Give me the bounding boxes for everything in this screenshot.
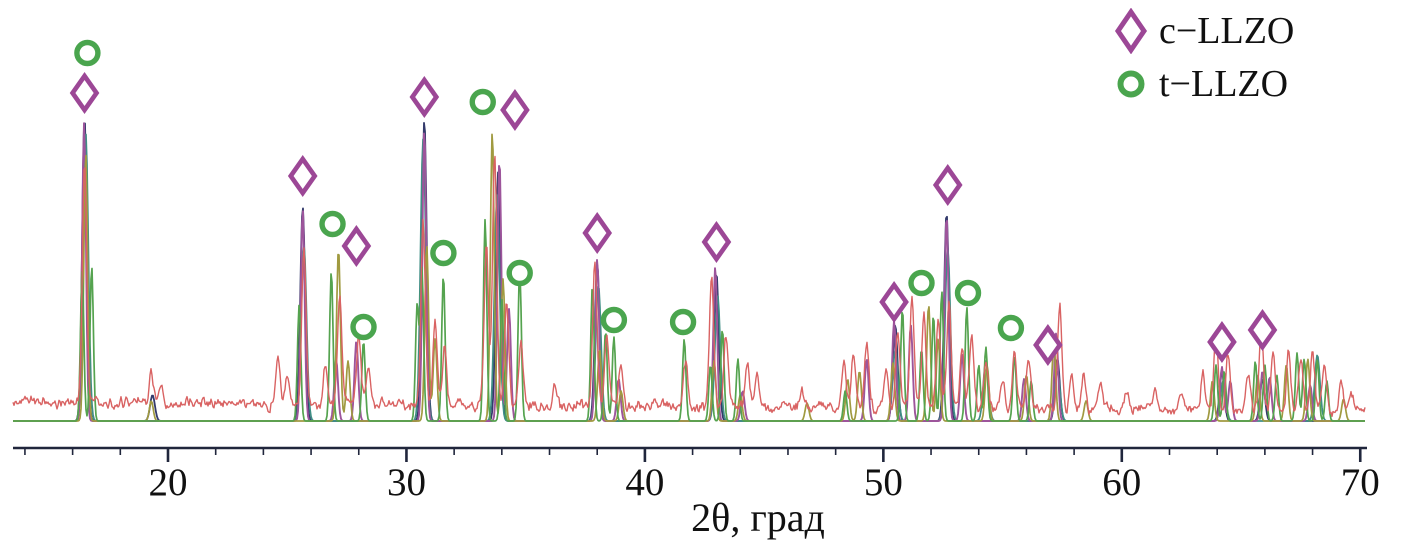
x-axis-tick-label: 20: [149, 461, 188, 504]
c-llzo-diamond-marker: [500, 89, 530, 131]
series-line-pattern-navy: [13, 122, 1365, 422]
c-llzo-diamond-marker: [1207, 321, 1237, 363]
c-llzo-diamond-marker: [1247, 309, 1278, 351]
legend: c−LLZO t−LLZO: [1103, 6, 1294, 108]
c-llzo-diamond-marker: [932, 164, 963, 206]
legend-label-t-llzo: t−LLZO: [1159, 62, 1289, 105]
t-llzo-circle-icon: [1103, 70, 1159, 98]
c-llzo-diamond-icon: [1103, 7, 1159, 54]
c-llzo-diamond-marker: [1033, 324, 1063, 366]
c-llzo-diamond-marker: [879, 281, 909, 323]
t-llzo-circle-marker: [908, 269, 935, 297]
legend-item-c-llzo: c−LLZO: [1103, 6, 1294, 55]
t-llzo-circle-marker: [350, 313, 377, 341]
t-llzo-circle-marker: [600, 306, 628, 334]
legend-item-t-llzo: t−LLZO: [1103, 59, 1294, 108]
t-llzo-circle-marker: [74, 39, 101, 67]
c-llzo-diamond-marker: [69, 72, 100, 114]
x-axis-tick-label: 30: [387, 461, 426, 504]
c-llzo-diamond-marker: [701, 221, 732, 263]
series-line-pattern-c-llzo-purple: [13, 122, 1365, 422]
series-line-pattern-t-llzo-green: [13, 218, 1365, 422]
x-axis-tick-label: 70: [1341, 461, 1380, 504]
c-llzo-diamond-marker: [341, 225, 372, 267]
t-llzo-circle-marker: [669, 308, 697, 336]
c-llzo-diamond-marker: [409, 76, 440, 118]
x-axis-tick-label: 60: [1102, 461, 1141, 504]
x-axis-tick-label: 50: [864, 461, 903, 504]
legend-label-c-llzo: c−LLZO: [1159, 9, 1295, 52]
series-line-pattern-teal: [13, 133, 1365, 422]
t-llzo-circle-marker: [319, 210, 346, 238]
c-llzo-diamond-marker: [287, 155, 318, 197]
series-line-pattern-olive: [13, 133, 1365, 422]
series-line-pattern-experimental-red: [12, 155, 1366, 417]
t-llzo-circle-marker: [430, 239, 457, 267]
t-llzo-circle-marker: [469, 88, 496, 116]
x-axis-title: 2θ, град: [691, 495, 825, 540]
t-llzo-circle-marker: [506, 259, 533, 287]
t-llzo-circle-marker: [997, 314, 1025, 342]
t-llzo-circle-marker: [954, 279, 982, 307]
c-llzo-diamond-marker: [582, 212, 613, 254]
x-axis-tick-label: 40: [625, 461, 664, 504]
